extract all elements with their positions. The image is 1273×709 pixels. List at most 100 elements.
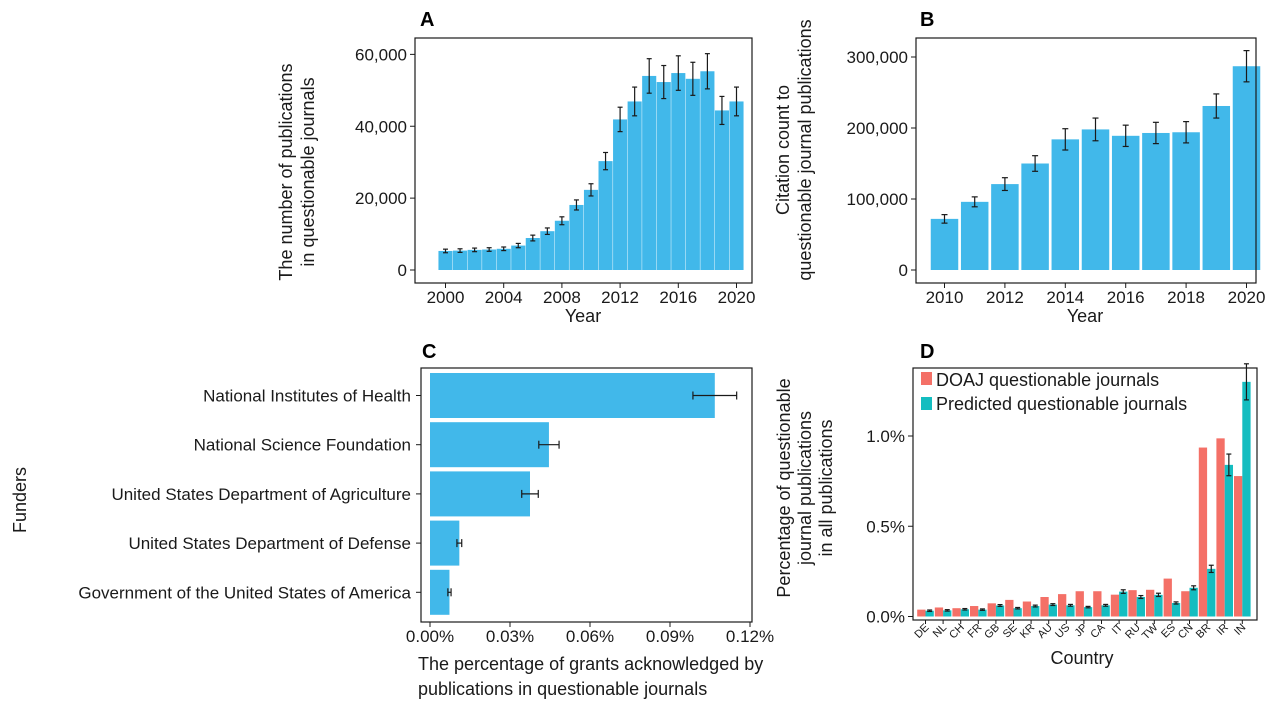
country-label: CH — [947, 622, 967, 642]
funder-label: National Institutes of Health — [203, 387, 411, 406]
bar-doaj-GB — [987, 603, 996, 617]
x-tick-label: 2010 — [926, 288, 964, 307]
bar-2017 — [685, 78, 700, 270]
panel-a-bars — [438, 53, 744, 270]
bar-funder-1 — [430, 422, 549, 468]
bar-predicted-IR — [1224, 464, 1233, 617]
bar-predicted-NL — [943, 610, 952, 617]
bar-predicted-AU — [1048, 604, 1057, 617]
country-label: JP — [1072, 622, 1090, 640]
y-tick-label: 0 — [398, 261, 407, 280]
country-label: KR — [1018, 622, 1037, 641]
bar-predicted-SE — [1013, 608, 1022, 617]
bar-predicted-CH — [960, 609, 969, 617]
funder-label: United States Department of Agriculture — [111, 485, 411, 504]
bar-predicted-FR — [978, 609, 987, 617]
bar-doaj-FR — [970, 606, 979, 617]
bar-predicted-RU — [1136, 597, 1145, 617]
x-tick-label: 0.00% — [406, 627, 454, 646]
bar-2001 — [453, 250, 468, 270]
x-tick-label: 2008 — [543, 288, 581, 307]
country-label: GB — [982, 622, 1002, 642]
x-tick-label: 2004 — [485, 288, 523, 307]
x-tick-label: 2018 — [1167, 288, 1205, 307]
country-label: IN — [1232, 622, 1248, 638]
panel-d-legend: DOAJ questionable journals Predicted que… — [921, 370, 1187, 414]
country-label: ES — [1159, 622, 1178, 641]
panel-b-y-label-line-2: questionable journal publications — [795, 19, 815, 280]
bar-predicted-CA — [1101, 605, 1110, 617]
bar-2018 — [700, 71, 715, 270]
panel-d-bars — [917, 363, 1251, 617]
bar-predicted-IT — [1119, 591, 1128, 617]
bar-2017 — [1142, 132, 1170, 270]
panel-d-x-label: Country — [1050, 648, 1113, 668]
bar-2013 — [1021, 163, 1049, 270]
x-tick-label: 2020 — [1228, 288, 1266, 307]
legend-swatch-predicted — [921, 397, 932, 410]
bar-2007 — [540, 231, 555, 270]
bar-funder-4 — [430, 569, 450, 615]
bar-2016 — [1111, 135, 1140, 270]
panel-c-bars — [430, 373, 738, 615]
bar-doaj-IN — [1234, 476, 1243, 617]
bar-predicted-ES — [1171, 602, 1181, 617]
bar-doaj-NL — [934, 607, 944, 617]
bar-2009 — [569, 204, 584, 270]
x-tick-label: 2012 — [601, 288, 639, 307]
bar-2011 — [960, 201, 989, 270]
country-label: US — [1053, 622, 1072, 641]
country-label: DE — [912, 622, 931, 641]
funder-label: National Science Foundation — [194, 436, 411, 455]
panel-a-x-ticks: 2000 2004 2008 2012 2016 2020 — [427, 283, 755, 307]
bar-predicted-TW — [1154, 594, 1163, 617]
panel-c-letter: C — [422, 341, 436, 363]
panel-a-y-label-line-1: The number of publications — [276, 63, 296, 280]
bar-2013 — [627, 101, 642, 270]
bar-doaj-JP — [1075, 591, 1084, 617]
y-tick-label: 0 — [899, 261, 908, 280]
bar-doaj-TW — [1146, 589, 1155, 617]
bar-funder-3 — [430, 520, 460, 566]
legend-label-predicted: Predicted questionable journals — [936, 394, 1187, 414]
bar-2012 — [613, 119, 628, 270]
bar-2002 — [467, 249, 482, 270]
bar-2005 — [511, 245, 526, 270]
panel-b-bars — [930, 50, 1261, 271]
country-label: CN — [1176, 622, 1196, 642]
country-label: NL — [931, 622, 949, 640]
panel-b-letter: B — [920, 9, 934, 31]
bar-2000 — [438, 250, 453, 270]
bar-predicted-IN — [1242, 381, 1251, 617]
panel-b-y-label-line-1: Citation count to — [773, 85, 793, 215]
bar-predicted-BR — [1207, 568, 1216, 617]
country-label: AU — [1036, 622, 1055, 641]
bar-predicted-KR — [1031, 606, 1040, 617]
panel-a-letter: A — [420, 9, 434, 31]
bar-2015 — [656, 82, 671, 270]
x-tick-label: 2012 — [986, 288, 1024, 307]
bar-2004 — [496, 248, 511, 270]
bar-doaj-CA — [1093, 591, 1102, 617]
y-tick-label: 1.0% — [866, 427, 905, 446]
x-tick-label: 0.03% — [486, 627, 534, 646]
panel-a-x-label: Year — [565, 306, 601, 326]
bar-2008 — [554, 220, 569, 270]
y-tick-label: 300,000 — [847, 48, 908, 67]
bar-doaj-IR — [1216, 438, 1225, 617]
bar-doaj-ES — [1163, 578, 1172, 617]
bar-2003 — [482, 249, 497, 270]
bar-doaj-AU — [1040, 597, 1049, 617]
y-tick-label: 0.0% — [866, 608, 905, 627]
panel-c-category-labels: National Institutes of Health National Sc… — [78, 387, 421, 602]
bar-doaj-CH — [952, 608, 961, 617]
bar-predicted-US — [1066, 605, 1075, 617]
bar-2018 — [1172, 132, 1200, 270]
funder-label: United States Department of Defense — [128, 534, 411, 553]
x-tick-label: 0.09% — [646, 627, 694, 646]
bar-doaj-CN — [1181, 591, 1190, 617]
